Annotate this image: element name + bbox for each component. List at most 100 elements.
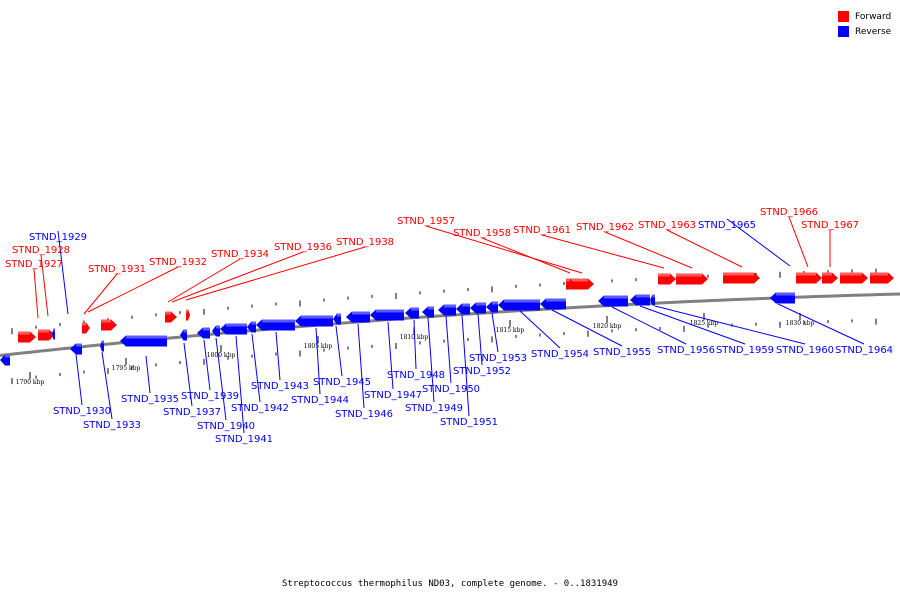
gene-arrow-highlight (566, 278, 570, 282)
gene-label[interactable]: STND_1945 (313, 377, 371, 388)
gene-stnd-1946[interactable] (346, 311, 370, 323)
gene-stnd-1943[interactable] (256, 319, 295, 331)
gene-leader-line (171, 251, 304, 303)
gene-stnd-1949[interactable] (422, 306, 434, 318)
gene-label[interactable]: STND_1964 (835, 345, 893, 356)
gene-stnd-1947[interactable] (370, 309, 404, 321)
gene-unlabeled[interactable] (870, 272, 894, 284)
gene-label[interactable]: STND_1965 (698, 220, 756, 231)
gene-stnd-1933[interactable] (100, 340, 104, 352)
gene-label[interactable]: STND_1958 (453, 228, 511, 239)
gene-stnd-1956[interactable] (598, 295, 628, 307)
gene-stnd-1939[interactable] (197, 327, 210, 339)
gene-leader-lines (33, 216, 865, 434)
gene-stnd-1940[interactable] (212, 325, 220, 337)
gene-stnd-1944[interactable] (295, 315, 333, 327)
gene-stnd-1952[interactable] (470, 302, 486, 314)
gene-label[interactable]: STND_1947 (364, 390, 422, 401)
gene-stnd-1966[interactable] (796, 272, 822, 284)
gene-label[interactable]: STND_1949 (405, 403, 463, 414)
gene-label[interactable]: STND_1955 (593, 347, 651, 358)
gene-leader-line (611, 306, 687, 345)
gene-label[interactable]: STND_1961 (513, 225, 571, 236)
gene-stnd-1955[interactable] (540, 298, 566, 310)
gene-unlabeled[interactable] (840, 272, 868, 284)
gene-stnd-1930[interactable] (70, 343, 82, 355)
gene-label[interactable]: STND_1928 (12, 245, 70, 256)
gene-stnd-1942[interactable] (247, 321, 256, 333)
gene-stnd-1962[interactable] (676, 273, 708, 285)
gene-label[interactable]: STND_1941 (215, 434, 273, 445)
gene-stnd-1932[interactable] (101, 319, 117, 331)
gene-label[interactable]: STND_1935 (121, 394, 179, 405)
gene-stnd-1959[interactable] (630, 294, 650, 306)
gene-label[interactable]: STND_1937 (163, 407, 221, 418)
gene-label[interactable]: STND_1951 (440, 417, 498, 428)
gene-leader-line (788, 216, 809, 268)
gene-stnd-1953[interactable] (486, 301, 498, 313)
gene-stnd-1931[interactable] (82, 322, 90, 334)
gene-arrow-highlight (18, 331, 30, 335)
gene-label[interactable]: STND_1927 (5, 259, 63, 270)
gene-label[interactable]: STND_1931 (88, 264, 146, 275)
gene-label[interactable]: STND_1929 (29, 232, 87, 243)
gene-label[interactable]: STND_1967 (801, 220, 859, 231)
gene-stnd-1950[interactable] (438, 304, 456, 316)
gene-label[interactable]: STND_1936 (274, 242, 332, 253)
gene-label[interactable]: STND_1943 (251, 381, 309, 392)
gene-label[interactable]: STND_1957 (397, 216, 455, 227)
gene-leader-line (654, 305, 806, 345)
gene-stnd-1963[interactable] (723, 272, 760, 284)
gene-stnd-1935[interactable] (120, 335, 167, 347)
gene-arrow-highlight (604, 295, 628, 299)
gene-label[interactable]: STND_1946 (335, 409, 393, 420)
gene-stnd-1965[interactable] (770, 292, 795, 304)
gene-stnd-1937[interactable] (180, 329, 187, 341)
gene-stnd-1927[interactable] (18, 331, 36, 343)
gene-arrow-highlight (186, 309, 188, 313)
gene-label[interactable]: STND_1966 (760, 207, 818, 218)
gene-stnd-1945[interactable] (333, 313, 341, 325)
gene-leader-line (541, 234, 665, 269)
gene-label[interactable]: STND_1956 (657, 345, 715, 356)
gene-arrow-highlight (101, 319, 111, 323)
gene-stnd-1961[interactable] (658, 273, 676, 285)
gene-label[interactable]: STND_1950 (422, 384, 480, 395)
gene-stnd-1938[interactable] (186, 309, 190, 321)
gene-label[interactable]: STND_1938 (336, 237, 394, 248)
gene-label[interactable]: STND_1944 (291, 395, 349, 406)
gene-leader-line (491, 312, 499, 353)
gene-stnd-1941[interactable] (220, 323, 247, 335)
kbp-tick-label: 1805 kbp (304, 343, 333, 350)
gene-label[interactable]: STND_1948 (387, 370, 445, 381)
gene-stnd-1928[interactable] (38, 329, 55, 341)
gene-label[interactable]: STND_1942 (231, 403, 289, 414)
gene-leader-line (445, 315, 452, 384)
gene-stnd-1957[interactable] (566, 278, 594, 290)
gene-stnd-1951[interactable] (456, 303, 470, 315)
gene-label[interactable]: STND_1952 (453, 366, 511, 377)
gene-arrow-highlight (183, 329, 187, 333)
gene-unlabeled[interactable] (0, 354, 10, 366)
gene-stnd-1929[interactable] (52, 328, 55, 340)
gene-label[interactable]: STND_1939 (181, 391, 239, 402)
gene-label[interactable]: STND_1934 (211, 249, 269, 260)
gene-stnd-1934[interactable] (165, 311, 177, 323)
gene-stnd-1967[interactable] (822, 272, 838, 284)
gene-arrow-highlight (776, 292, 795, 296)
gene-label[interactable]: STND_1954 (531, 349, 589, 360)
gene-label[interactable]: STND_1933 (83, 420, 141, 431)
gene-label[interactable]: STND_1959 (716, 345, 774, 356)
gene-stnd-1948[interactable] (405, 307, 419, 319)
gene-stnd-1958[interactable] (566, 278, 574, 290)
gene-label[interactable]: STND_1932 (149, 257, 207, 268)
gene-label[interactable]: STND_1940 (197, 421, 255, 432)
gene-label[interactable]: STND_1960 (776, 345, 834, 356)
gene-leader-line (185, 246, 366, 301)
gene-label[interactable]: STND_1963 (638, 220, 696, 231)
gene-stnd-1954[interactable] (498, 299, 540, 311)
gene-stnd-1960[interactable] (650, 294, 655, 306)
gene-label[interactable]: STND_1953 (469, 353, 527, 364)
gene-label[interactable]: STND_1962 (576, 222, 634, 233)
gene-label[interactable]: STND_1930 (53, 406, 111, 417)
